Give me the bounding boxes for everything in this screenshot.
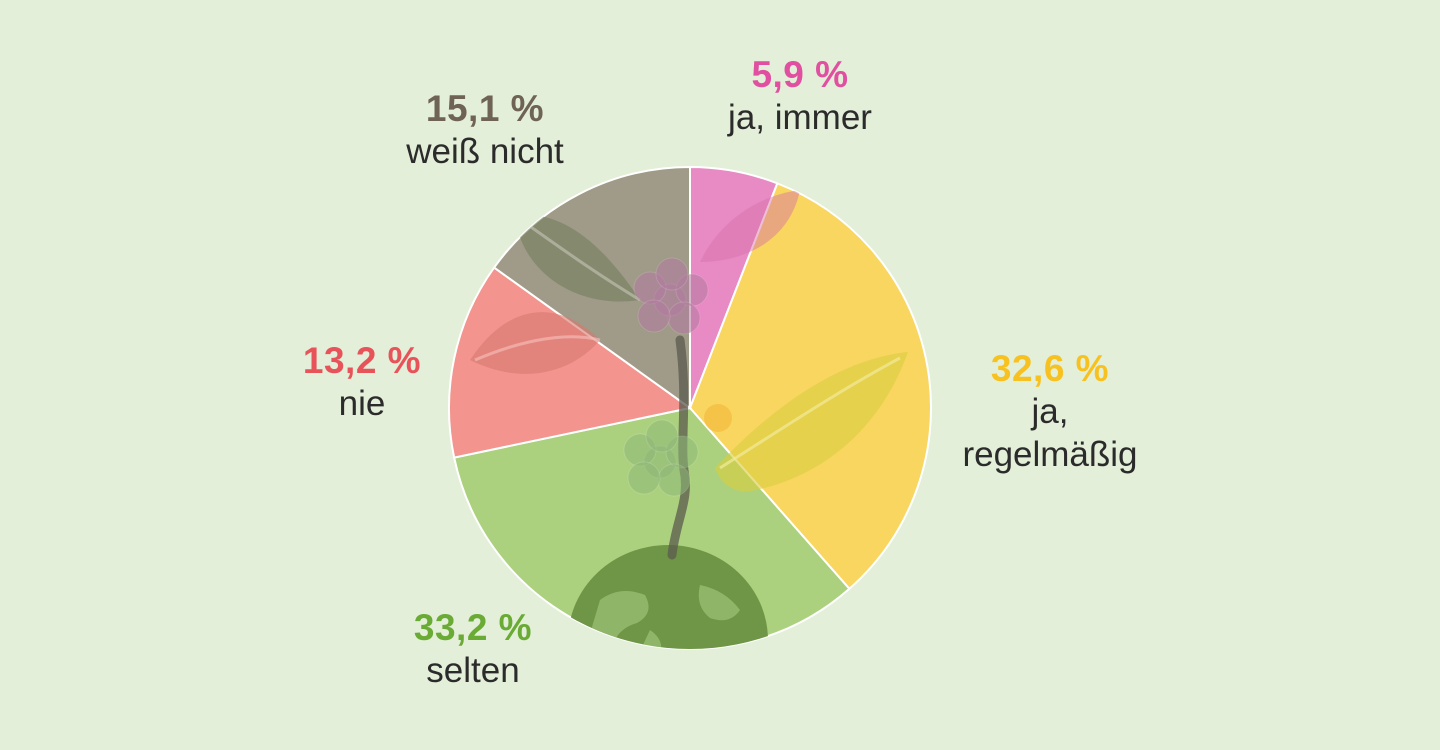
blossom-bottom-petal-3 xyxy=(657,463,691,497)
leaf-left-vein-icon xyxy=(474,335,601,362)
slice-label-selten: 33,2 % selten xyxy=(373,605,573,693)
pie-slice-ja-regelmäßig xyxy=(688,182,932,591)
blossom-yellow-icon xyxy=(704,404,732,432)
slice-label-weiss-nicht: 15,1 % weiß nicht xyxy=(370,86,600,174)
slice-label-ja-regelmaessig: 32,6 % ja, regelmäßig xyxy=(930,346,1170,477)
slice-value: 15,1 % xyxy=(425,88,545,129)
slice-label-nie: 13,2 % nie xyxy=(262,338,462,426)
blossom-bottom-petal-4 xyxy=(627,461,661,495)
slice-value: 32,6 % xyxy=(990,348,1110,389)
slice-label-ja-immer: 5,9 % ja, immer xyxy=(700,52,900,140)
leaf-right-vein-icon xyxy=(719,356,901,470)
slice-category: weiß nicht xyxy=(406,132,564,172)
blossom-bottom-petal-5 xyxy=(645,419,679,453)
slice-value: 13,2 % xyxy=(302,340,422,381)
slice-value: 33,2 % xyxy=(413,607,533,648)
leaf-right-icon xyxy=(715,352,908,492)
globe-icon xyxy=(568,545,768,649)
slice-category-line-2: regelmäßig xyxy=(962,434,1138,474)
blossom-top-petal-4 xyxy=(637,299,671,333)
leaf-top-right-icon xyxy=(700,190,800,262)
leaf-left-icon xyxy=(470,312,600,374)
slice-category-line-1: ja, xyxy=(1031,392,1069,432)
slice-category: nie xyxy=(338,384,386,424)
globe-continents-icon xyxy=(592,585,740,649)
slice-value: 5,9 % xyxy=(751,54,849,95)
slice-category: selten xyxy=(426,651,520,691)
blossom-top-petal-3 xyxy=(667,301,701,335)
blossom-top-petal-5 xyxy=(655,257,689,291)
slice-category: ja, immer xyxy=(728,98,872,138)
plant-globe-illustration xyxy=(470,190,908,649)
